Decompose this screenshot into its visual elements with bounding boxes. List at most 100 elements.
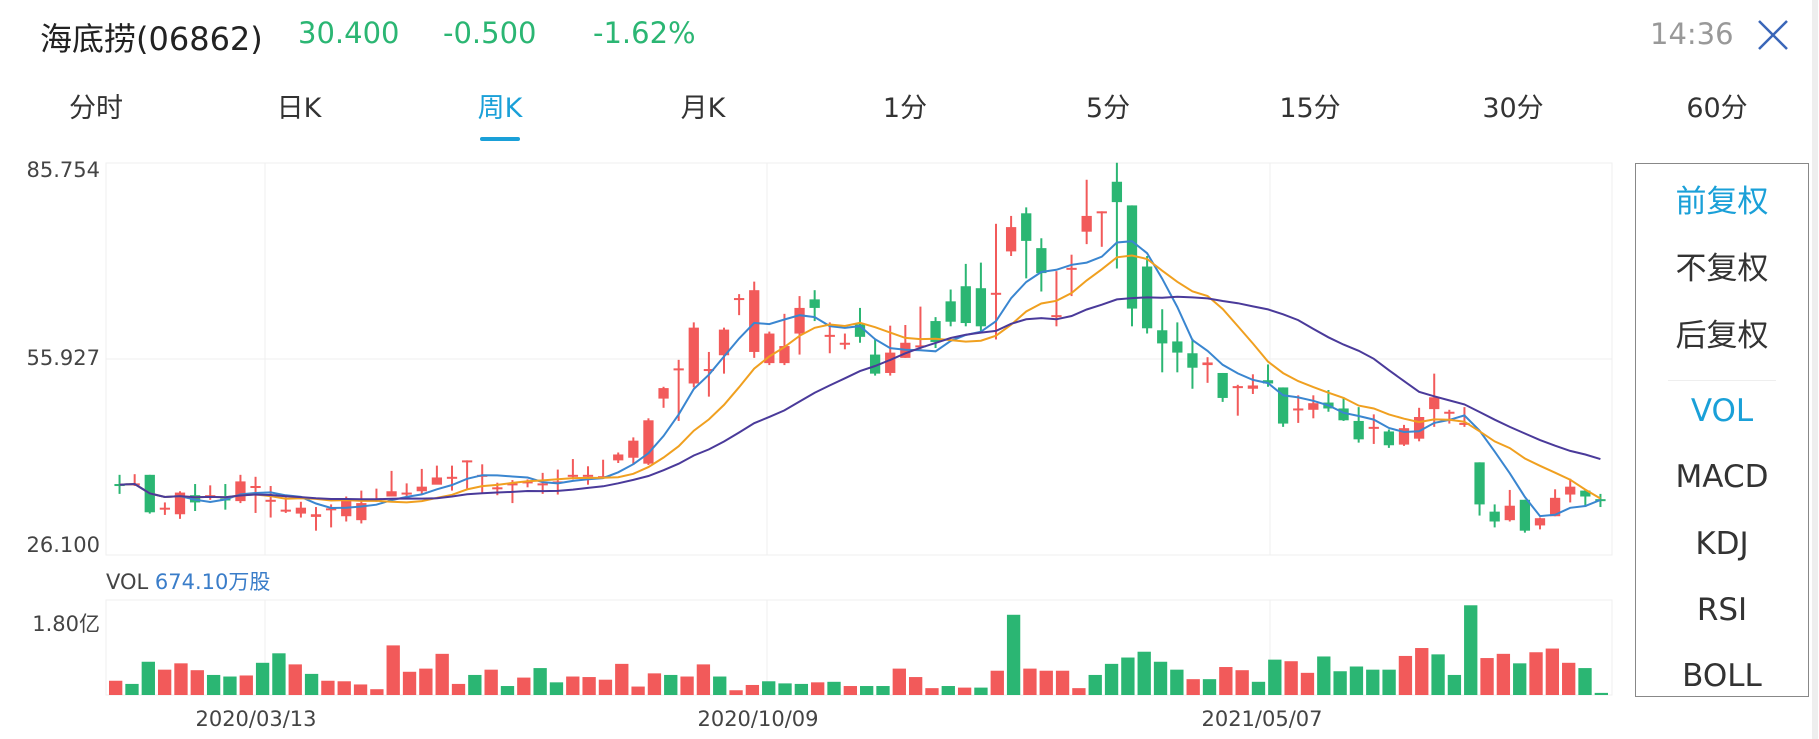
volume-bar (991, 671, 1004, 695)
volume-bar (762, 681, 775, 695)
volume-bar (795, 684, 808, 695)
candle (1036, 248, 1046, 273)
volume-bar (533, 668, 546, 695)
candle (417, 487, 427, 492)
x-label-1: 2020/10/09 (697, 707, 818, 731)
candle (1384, 431, 1394, 445)
volume-bar (1072, 688, 1085, 695)
candle (613, 454, 623, 460)
volume-bar (1154, 662, 1167, 695)
candle (825, 335, 835, 337)
candle (1202, 362, 1212, 365)
volume-bar (240, 675, 253, 695)
indicator-menu: 前复权不复权后复权 VOL MACD KDJ RSI BOLL (1635, 163, 1809, 697)
volume-bar (615, 664, 628, 695)
menu-item-后复权[interactable]: 后复权 (1636, 310, 1808, 355)
volume-bar (1252, 682, 1265, 695)
volume-bar (1138, 652, 1151, 695)
x-label-2: 2021/05/07 (1201, 707, 1322, 731)
volume-bar (289, 664, 302, 695)
volume-bar (1203, 679, 1216, 695)
candle (1308, 403, 1318, 410)
candle (810, 299, 820, 308)
volume-bar (844, 686, 857, 695)
candle (583, 475, 593, 477)
volume-bar (1448, 675, 1461, 695)
volume-bar (387, 645, 400, 695)
candle (674, 368, 684, 370)
volume-bar (174, 663, 187, 695)
candle (1112, 182, 1122, 202)
volume-bar (436, 654, 449, 695)
volume-bar (729, 690, 742, 695)
candle (1218, 373, 1228, 398)
volume-bar (942, 686, 955, 695)
volume-bar (876, 686, 889, 695)
volume-bar (958, 688, 971, 695)
candle (462, 460, 472, 462)
volume-bar (1187, 679, 1200, 695)
volume-bar (746, 685, 759, 695)
close-icon[interactable] (1756, 18, 1790, 52)
volume-bar (305, 674, 318, 695)
candle (447, 477, 457, 479)
volume-bar (1301, 673, 1314, 695)
candle (628, 441, 638, 458)
volume-bar (223, 677, 236, 695)
candle (250, 486, 260, 488)
volume-bar (1121, 658, 1134, 695)
volume-bar (1023, 669, 1036, 695)
candle (1233, 386, 1243, 388)
candle (1354, 421, 1364, 439)
menu-item-kdj[interactable]: KDJ (1636, 526, 1808, 562)
volume-bar (1529, 652, 1542, 695)
volume-bar (860, 686, 873, 695)
volume-bar (778, 683, 791, 695)
candle (840, 343, 850, 345)
volume-bar (403, 672, 416, 695)
candle (658, 388, 668, 399)
volume-bar (1382, 670, 1395, 695)
menu-item-macd[interactable]: MACD (1636, 459, 1808, 495)
candle (1006, 227, 1016, 251)
volume-bar (1089, 675, 1102, 695)
volume-value: 674.10万股 (155, 570, 270, 594)
volume-indicator-label: VOL 674.10万股 (106, 566, 270, 596)
candle (538, 483, 548, 485)
volume-bar (1546, 649, 1559, 695)
volume-bar (517, 678, 530, 695)
tab-8[interactable]: 60分 (1686, 86, 1747, 125)
menu-item-前复权[interactable]: 前复权 (1636, 176, 1808, 221)
menu-item-rsi[interactable]: RSI (1636, 592, 1808, 628)
kline-chart[interactable] (0, 0, 1630, 739)
volume-bar (1040, 671, 1053, 695)
candle (1082, 216, 1092, 232)
volume-bar (1415, 648, 1428, 695)
volume-bar (1431, 654, 1444, 695)
volume-bar (1056, 671, 1069, 695)
volume-bar (370, 689, 383, 695)
candle (1293, 408, 1303, 410)
volume-bar (925, 688, 938, 695)
candle (492, 487, 502, 489)
candle (1051, 315, 1061, 317)
candle (1474, 462, 1484, 504)
menu-item-boll[interactable]: BOLL (1636, 658, 1808, 694)
candle (432, 477, 442, 484)
volume-bar (680, 677, 693, 695)
volume-bar (321, 681, 334, 695)
scrollbar[interactable] (1812, 0, 1818, 739)
menu-item-不复权[interactable]: 不复权 (1636, 243, 1808, 288)
volume-bar (1399, 656, 1412, 695)
candle (1535, 518, 1545, 525)
candle (961, 286, 971, 323)
candle (1066, 268, 1076, 270)
volume-bar (631, 687, 644, 695)
volume-bar (1595, 693, 1608, 695)
volume-bar (338, 681, 351, 695)
volume-bar (1268, 660, 1281, 695)
candle (976, 288, 986, 326)
volume-bar (468, 675, 481, 695)
menu-item-vol[interactable]: VOL (1636, 393, 1808, 429)
volume-bar (1284, 661, 1297, 695)
